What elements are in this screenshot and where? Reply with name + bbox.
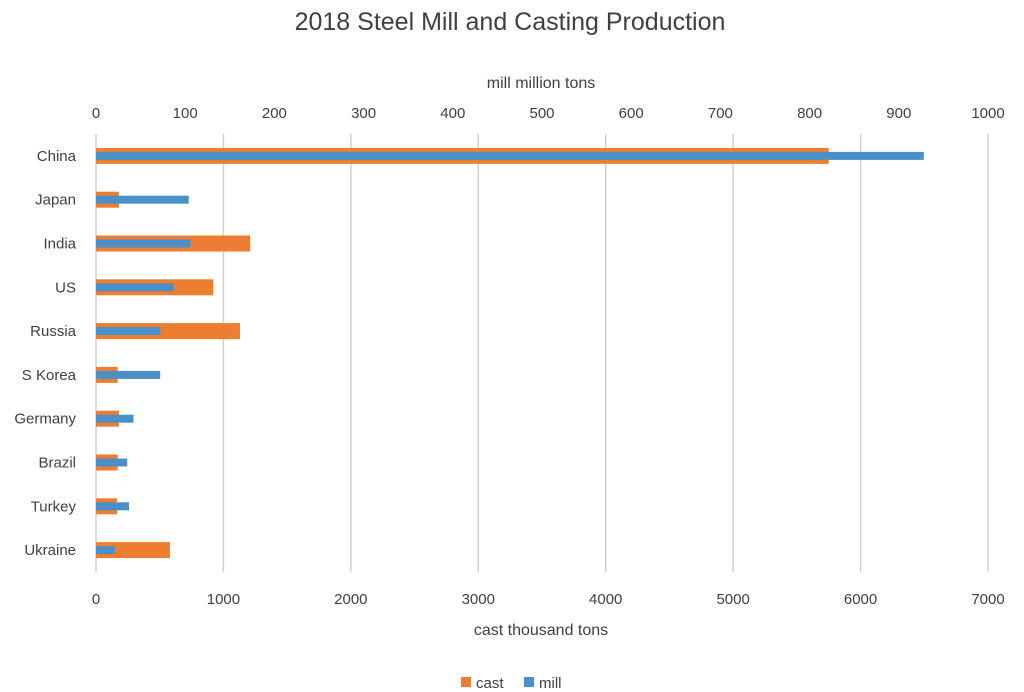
legend: cast mill — [461, 675, 562, 692]
top-tick-label: 1000 — [971, 105, 1004, 122]
top-tick-label: 0 — [92, 105, 100, 122]
bottom-axis-ticks: 0 1000 2000 3000 4000 5000 6000 7000 — [92, 591, 1005, 608]
bar-mill — [96, 239, 191, 248]
top-tick-label: 200 — [262, 105, 287, 122]
legend-swatch-mill — [524, 677, 534, 687]
bottom-tick-label: 4000 — [589, 591, 622, 608]
category-label: Russia — [30, 323, 77, 340]
bottom-tick-label: 3000 — [462, 591, 495, 608]
bottom-axis-title: cast thousand tons — [474, 622, 608, 639]
top-axis-ticks: 0 100 200 300 400 500 600 700 800 900 1000 — [92, 105, 1005, 122]
gridlines — [95, 134, 989, 572]
top-tick-label: 800 — [797, 105, 822, 122]
category-label: Ukraine — [24, 542, 76, 559]
top-axis-title: mill million tons — [487, 75, 595, 92]
bar-mill — [96, 195, 189, 204]
top-tick-label: 300 — [351, 105, 376, 122]
category-label: Brazil — [38, 455, 76, 472]
chart-title: 2018 Steel Mill and Casting Production — [295, 8, 726, 36]
category-label: Germany — [14, 411, 76, 428]
top-tick-label: 500 — [529, 105, 554, 122]
bottom-tick-label: 6000 — [844, 591, 877, 608]
legend-swatch-cast — [461, 677, 471, 687]
category-label: China — [37, 148, 77, 165]
bar-mill — [96, 546, 115, 555]
bottom-tick-label: 0 — [92, 591, 100, 608]
bottom-tick-label: 1000 — [207, 591, 240, 608]
bottom-tick-label: 7000 — [971, 591, 1004, 608]
top-tick-label: 400 — [440, 105, 465, 122]
category-label: Japan — [35, 192, 76, 209]
category-label: Turkey — [31, 498, 77, 515]
bar-mill — [96, 502, 130, 511]
bottom-tick-label: 5000 — [716, 591, 749, 608]
top-tick-label: 600 — [619, 105, 644, 122]
bar-mill — [96, 414, 134, 423]
category-labels: China Japan India US Russia S Korea Germany Bra… — [14, 148, 76, 559]
legend-label-cast: cast — [476, 675, 504, 692]
bar-mill — [96, 151, 924, 160]
category-label: India — [43, 236, 76, 253]
legend-label-mill: mill — [539, 675, 562, 692]
bottom-tick-label: 2000 — [334, 591, 367, 608]
top-tick-label: 900 — [886, 105, 911, 122]
bar-mill — [96, 283, 174, 292]
category-label: US — [55, 279, 76, 296]
bar-mill — [96, 458, 128, 467]
bars — [96, 147, 924, 559]
bar-mill — [96, 327, 161, 336]
top-tick-label: 700 — [708, 105, 733, 122]
bar-mill — [96, 370, 161, 379]
top-tick-label: 100 — [173, 105, 198, 122]
category-label: S Korea — [22, 367, 77, 384]
